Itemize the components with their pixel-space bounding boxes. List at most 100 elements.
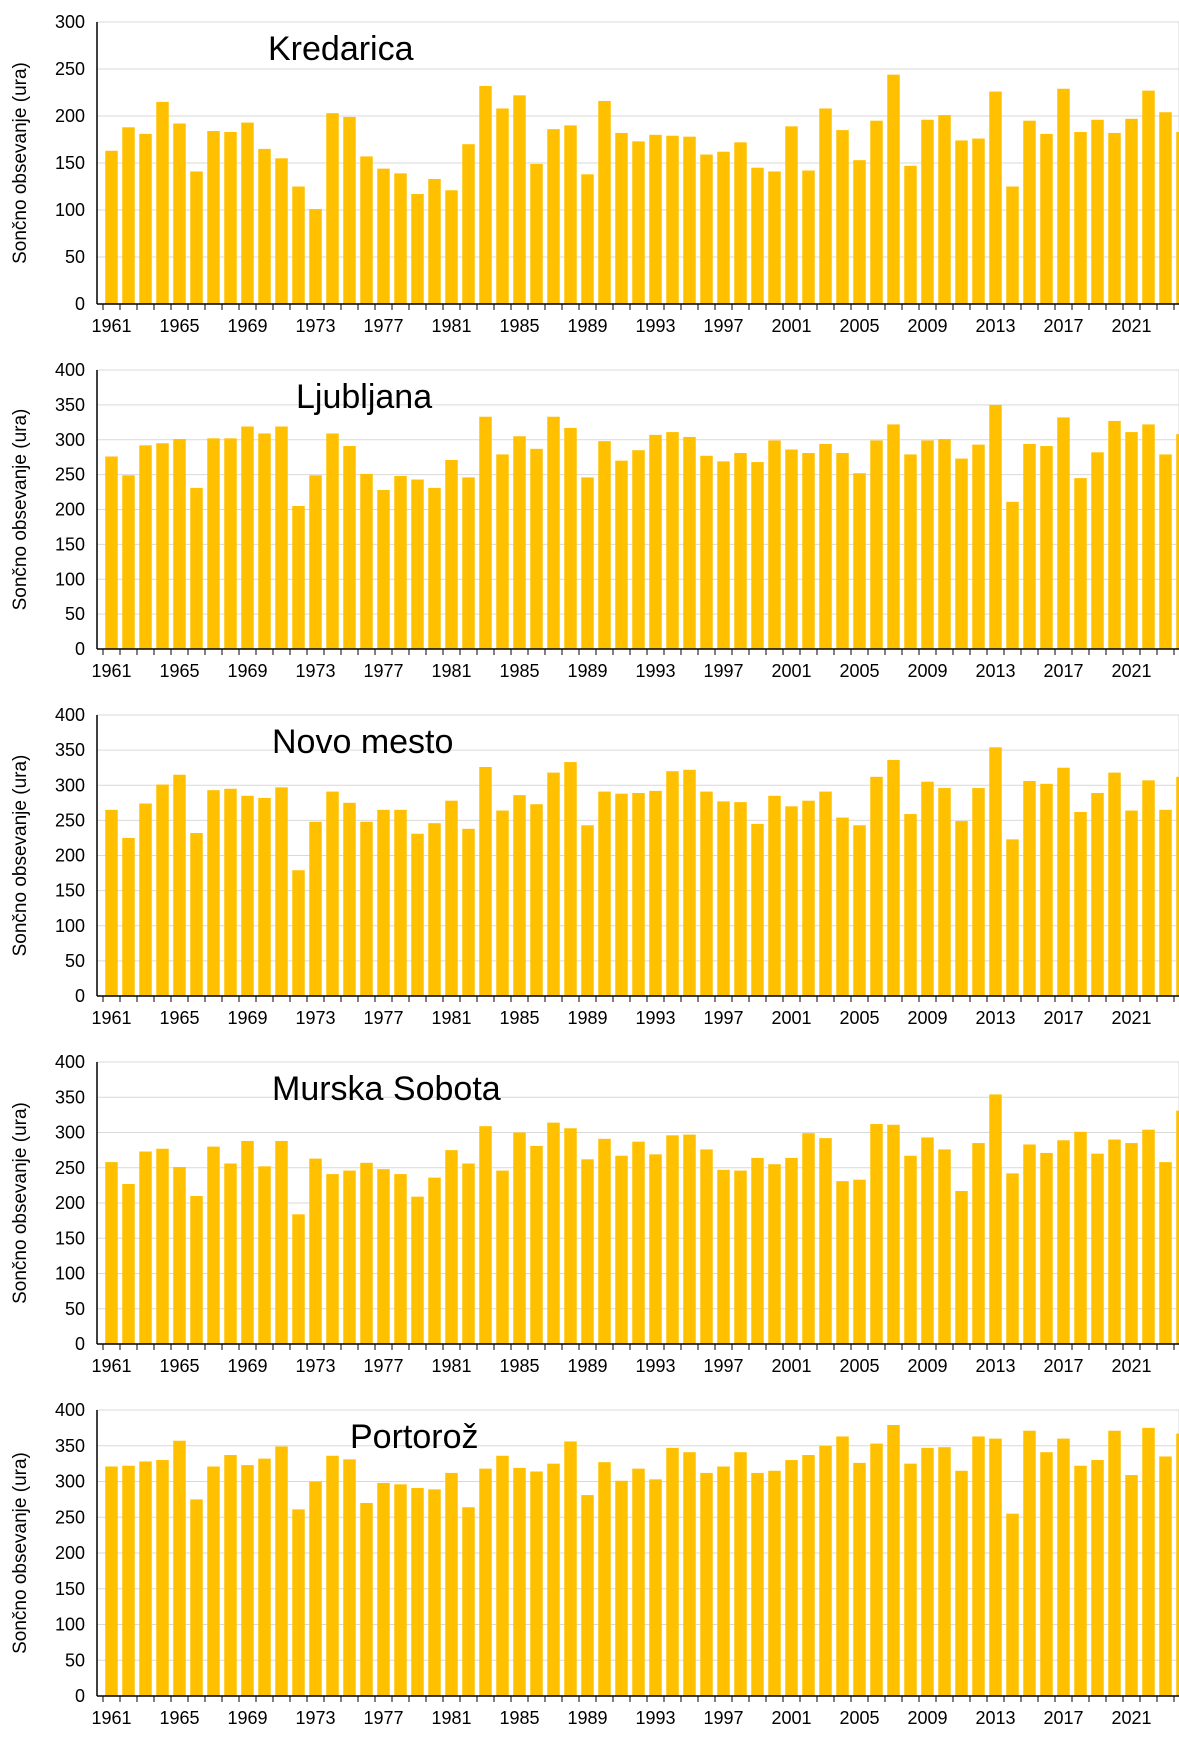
bar xyxy=(904,165,917,304)
bar xyxy=(700,1472,713,1696)
y-tick-label: 100 xyxy=(55,1264,85,1284)
bar xyxy=(122,1183,135,1344)
bar xyxy=(632,792,645,996)
bar xyxy=(1006,186,1019,304)
bar xyxy=(190,1499,203,1697)
bar xyxy=(700,455,713,649)
bar xyxy=(1091,1460,1104,1696)
bar xyxy=(530,448,543,649)
bar xyxy=(581,174,594,304)
chart-title: Murska Sobota xyxy=(272,1070,501,1108)
bar xyxy=(1176,1433,1179,1696)
bar xyxy=(326,791,339,996)
bar xyxy=(1023,1144,1036,1344)
bar xyxy=(173,439,186,649)
bar xyxy=(870,1124,883,1344)
bar xyxy=(173,1167,186,1344)
bar xyxy=(683,1134,696,1344)
x-tick-label: 1977 xyxy=(363,1356,403,1376)
bar xyxy=(904,1463,917,1697)
x-tick-label: 1977 xyxy=(363,1008,403,1028)
y-tick-label: 50 xyxy=(65,247,85,267)
x-tick-label: 1985 xyxy=(499,316,539,336)
bar xyxy=(751,167,764,304)
bar xyxy=(1074,811,1087,996)
bar xyxy=(1057,1140,1070,1344)
bar xyxy=(785,449,798,649)
bar xyxy=(853,1179,866,1344)
bar xyxy=(462,477,475,649)
bar xyxy=(394,1174,407,1344)
bar xyxy=(938,1447,951,1696)
bar xyxy=(326,113,339,305)
x-tick-label: 1969 xyxy=(227,316,267,336)
bar xyxy=(1023,781,1036,996)
y-tick-label: 350 xyxy=(55,1436,85,1456)
bar xyxy=(139,803,152,996)
x-tick-label: 1961 xyxy=(91,1356,131,1376)
bar xyxy=(326,1455,339,1696)
bar xyxy=(377,809,390,996)
bar xyxy=(785,126,798,304)
x-tick-label: 1969 xyxy=(227,1708,267,1728)
bar xyxy=(734,802,747,996)
bar xyxy=(411,1487,424,1696)
x-tick-label: 1981 xyxy=(431,661,471,681)
bar xyxy=(938,439,951,649)
bar xyxy=(496,1455,509,1696)
bar xyxy=(190,1195,203,1344)
bar xyxy=(530,804,543,996)
bar xyxy=(649,434,662,649)
bar xyxy=(1040,1152,1053,1344)
bar xyxy=(1159,454,1172,649)
bar xyxy=(649,1479,662,1696)
bar xyxy=(1006,1513,1019,1696)
bar xyxy=(819,108,832,304)
bar xyxy=(1125,118,1138,304)
y-tick-label: 400 xyxy=(55,1400,85,1420)
x-tick-label: 2013 xyxy=(975,1708,1015,1728)
bar xyxy=(462,1163,475,1344)
bar xyxy=(1142,424,1155,649)
bar xyxy=(343,116,356,304)
bar xyxy=(1176,434,1179,649)
bar xyxy=(615,1480,628,1696)
bar xyxy=(751,1157,764,1344)
bar xyxy=(105,456,118,649)
x-tick-label: 2009 xyxy=(907,1356,947,1376)
bar xyxy=(870,120,883,304)
bar xyxy=(292,870,305,996)
x-tick-label: 1977 xyxy=(363,661,403,681)
bar xyxy=(1125,1143,1138,1344)
bar xyxy=(717,1169,730,1344)
bar xyxy=(105,1162,118,1344)
y-tick-label: 400 xyxy=(55,1052,85,1072)
bar xyxy=(207,1146,220,1344)
bar xyxy=(1108,772,1121,996)
bar xyxy=(989,747,1002,996)
bar xyxy=(1057,417,1070,649)
bar xyxy=(802,453,815,649)
y-tick-label: 300 xyxy=(55,12,85,32)
x-tick-label: 2021 xyxy=(1111,1008,1151,1028)
chart-panel-novo-mesto: 0 50 100 150 200 250 300 350 400 1961 1965 1969 1973… xyxy=(10,705,1179,1028)
y-axis-label: Sončno obsevanje (ura) xyxy=(10,62,31,264)
bar xyxy=(309,1481,322,1696)
x-tick-label: 1985 xyxy=(499,661,539,681)
bar xyxy=(683,769,696,996)
x-tick-label: 1965 xyxy=(159,1356,199,1376)
bar xyxy=(343,1170,356,1344)
bar xyxy=(1176,131,1179,304)
y-axis-label: Sončno obsevanje (ura) xyxy=(10,1102,31,1304)
bar xyxy=(377,489,390,649)
bar xyxy=(156,1460,169,1696)
bar xyxy=(428,1177,441,1344)
bar xyxy=(224,788,237,996)
x-tick-label: 1965 xyxy=(159,316,199,336)
x-tick-label: 1965 xyxy=(159,661,199,681)
y-tick-label: 400 xyxy=(55,360,85,380)
bar xyxy=(870,776,883,996)
bar xyxy=(275,1140,288,1344)
bar xyxy=(258,1458,271,1696)
